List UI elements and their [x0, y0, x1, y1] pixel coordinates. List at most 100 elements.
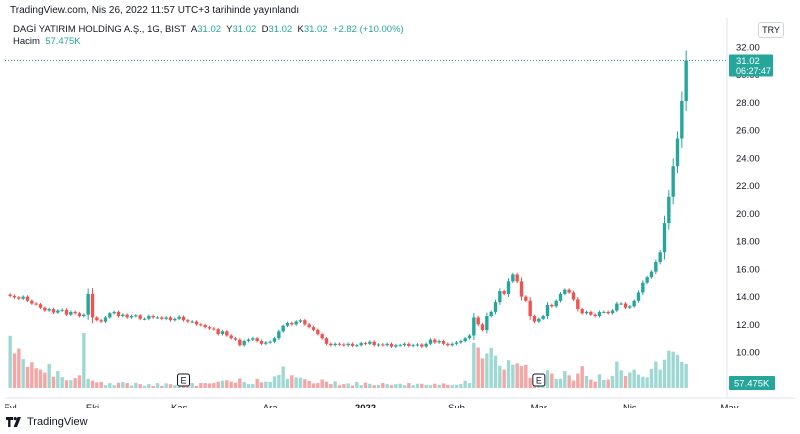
candle-body[interactable] [359, 343, 363, 346]
candle-body[interactable] [281, 325, 285, 332]
candle-body[interactable] [459, 341, 463, 343]
candle-body[interactable] [264, 342, 268, 344]
candle-body[interactable] [506, 281, 511, 294]
candle-body[interactable] [194, 321, 199, 325]
candle-body[interactable] [121, 314, 125, 317]
candle-body[interactable] [563, 289, 567, 294]
candle-body[interactable] [485, 316, 489, 330]
candle-body[interactable] [177, 316, 181, 319]
candle-body[interactable] [73, 311, 77, 314]
candle-body[interactable] [472, 317, 476, 336]
candle-body[interactable] [537, 318, 541, 322]
candle-body[interactable] [675, 138, 680, 167]
candle-body[interactable] [8, 294, 12, 296]
candle-body[interactable] [316, 329, 320, 335]
candle-body[interactable] [103, 317, 108, 322]
candle-body[interactable] [524, 296, 528, 301]
candle-body[interactable] [298, 320, 303, 322]
candle-body[interactable] [34, 303, 38, 305]
candle-body[interactable] [636, 292, 641, 301]
candle-body[interactable] [56, 310, 60, 313]
candle-body[interactable] [203, 325, 207, 328]
candle-body[interactable] [528, 300, 532, 317]
candle-body[interactable] [90, 293, 95, 318]
candle-body[interactable] [242, 341, 246, 346]
candle-body[interactable] [424, 343, 428, 347]
candle-body[interactable] [441, 341, 446, 344]
candle-body[interactable] [95, 317, 99, 321]
candle-body[interactable] [285, 322, 290, 326]
candle-body[interactable] [43, 307, 47, 311]
candle-body[interactable] [550, 304, 554, 307]
candle-body[interactable] [246, 339, 251, 342]
candle-body[interactable] [307, 324, 311, 328]
candle-body[interactable] [398, 345, 402, 347]
candle-body[interactable] [259, 341, 264, 344]
candle-body[interactable] [554, 300, 558, 307]
candle-body[interactable] [125, 314, 129, 318]
candle-body[interactable] [272, 338, 277, 342]
candle-body[interactable] [545, 304, 550, 317]
candle-body[interactable] [606, 311, 610, 314]
candle-body[interactable] [142, 318, 147, 320]
candle-body[interactable] [433, 339, 437, 343]
candle-body[interactable] [346, 343, 350, 346]
candle-body[interactable] [671, 166, 675, 197]
candle-body[interactable] [680, 100, 684, 139]
candles[interactable] [8, 50, 688, 348]
candle-body[interactable] [186, 320, 190, 322]
candle-body[interactable] [30, 300, 34, 304]
candle-body[interactable] [411, 345, 415, 347]
candle-body[interactable] [324, 338, 329, 344]
candle-body[interactable] [25, 296, 30, 301]
candle-body[interactable] [446, 343, 450, 346]
candle-body[interactable] [450, 343, 454, 346]
candle-body[interactable] [420, 344, 424, 347]
candle-body[interactable] [615, 303, 619, 311]
candle-body[interactable] [60, 309, 64, 311]
candle-body[interactable] [277, 331, 281, 339]
candle-body[interactable] [168, 317, 173, 321]
candle-body[interactable] [567, 289, 571, 293]
candle-body[interactable] [82, 314, 86, 317]
candle-body[interactable] [619, 303, 623, 305]
candle-body[interactable] [337, 343, 342, 345]
candle-body[interactable] [69, 311, 73, 315]
candle-body[interactable] [519, 281, 524, 297]
candle-body[interactable] [12, 295, 17, 298]
candle-body[interactable] [77, 313, 82, 317]
candle-body[interactable] [333, 343, 337, 346]
earnings-marker[interactable]: E [532, 373, 546, 387]
candle-body[interactable] [147, 316, 151, 319]
candle-body[interactable] [467, 335, 472, 339]
candle-body[interactable] [463, 338, 467, 342]
candle-body[interactable] [350, 343, 355, 346]
candle-body[interactable] [515, 274, 519, 282]
candle-body[interactable] [649, 271, 654, 278]
candle-body[interactable] [476, 317, 480, 325]
candle-body[interactable] [38, 304, 43, 308]
candle-body[interactable] [173, 318, 177, 321]
candle-body[interactable] [190, 321, 194, 323]
candle-body[interactable] [541, 316, 545, 319]
candle-body[interactable] [155, 317, 160, 319]
candle-body[interactable] [160, 317, 164, 319]
candle-body[interactable] [216, 329, 220, 335]
candle-body[interactable] [129, 316, 134, 318]
candle-body[interactable] [641, 282, 645, 293]
candle-body[interactable] [233, 338, 238, 340]
candle-body[interactable] [402, 343, 407, 346]
candle-body[interactable] [138, 315, 142, 319]
candle-body[interactable] [112, 311, 116, 314]
candle-body[interactable] [684, 60, 688, 101]
candle-body[interactable] [164, 317, 168, 319]
candle-body[interactable] [628, 306, 632, 308]
candle-body[interactable] [251, 338, 255, 340]
candle-body[interactable] [86, 293, 90, 315]
candle-body[interactable] [134, 315, 138, 317]
candle-body[interactable] [385, 343, 389, 346]
candle-body[interactable] [255, 338, 259, 342]
earnings-marker[interactable]: E [177, 373, 190, 387]
candle-body[interactable] [632, 300, 636, 307]
candle-body[interactable] [623, 303, 628, 308]
